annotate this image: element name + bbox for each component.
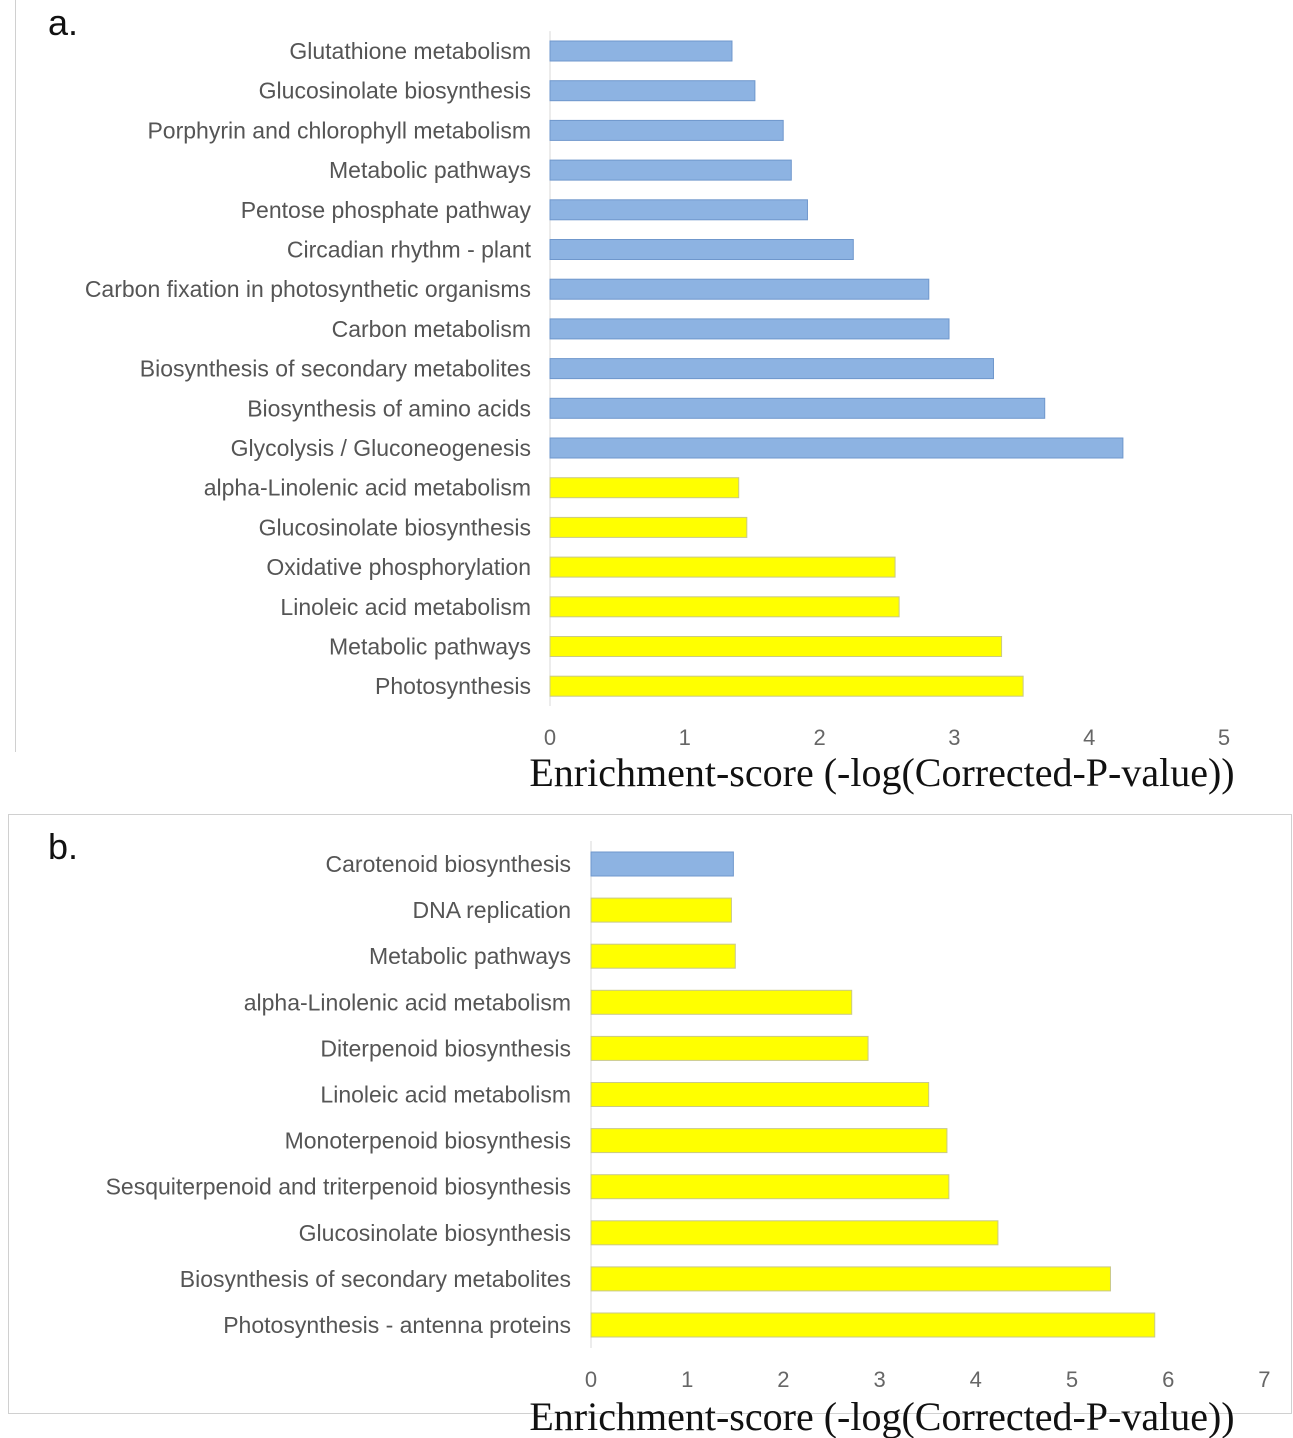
bar-b-5 (590, 1082, 930, 1107)
category-label-a-12: Glucosinolate biosynthesis (259, 514, 531, 540)
category-label-a-1: Glucosinolate biosynthesis (259, 78, 531, 104)
bar-b-3 (590, 989, 853, 1015)
bar-b-10 (590, 1312, 1156, 1338)
category-label-b-0: Carotenoid biosynthesis (326, 851, 571, 877)
x-tick-label-b-7: 7 (1258, 1367, 1270, 1392)
category-label-b-10: Photosynthesis - antenna proteins (223, 1312, 571, 1338)
bar-b-4 (590, 1035, 869, 1061)
category-label-b-2: Metabolic pathways (369, 943, 571, 969)
x-tick-label-a-2: 2 (813, 725, 825, 750)
x-tick-label-a-1: 1 (679, 725, 691, 750)
panel-label-a: a. (48, 2, 79, 43)
category-label-a-3: Metabolic pathways (329, 157, 531, 183)
panel-label-b: b. (48, 826, 79, 867)
x-tick-label-a-4: 4 (1083, 725, 1095, 750)
x-tick-label-b-1: 1 (681, 1367, 693, 1392)
category-label-a-9: Biosynthesis of amino acids (247, 395, 531, 421)
category-label-a-0: Glutathione metabolism (289, 38, 531, 64)
bar-a-13 (549, 556, 896, 578)
bar-a-4 (549, 199, 808, 221)
bar-a-7 (549, 318, 950, 340)
x-axis-label-a: Enrichment-score (-log(Corrected-P-value… (529, 750, 1234, 795)
bar-a-6 (549, 278, 930, 300)
bar-a-10 (549, 437, 1124, 459)
category-label-a-8: Biosynthesis of secondary metabolites (140, 356, 531, 382)
bar-b-8 (590, 1220, 999, 1246)
category-label-b-9: Biosynthesis of secondary metabolites (180, 1266, 571, 1292)
bar-b-1 (590, 897, 732, 923)
x-tick-label-b-5: 5 (1066, 1367, 1078, 1392)
x-tick-label-b-3: 3 (873, 1367, 885, 1392)
bar-b-6 (590, 1128, 948, 1154)
category-label-a-10: Glycolysis / Gluconeogenesis (231, 435, 531, 461)
bar-b-7 (590, 1174, 950, 1200)
category-label-a-4: Pentose phosphate pathway (241, 197, 532, 223)
bar-a-8 (549, 358, 994, 380)
x-tick-label-a-0: 0 (544, 725, 556, 750)
bar-b-2 (590, 943, 736, 969)
category-label-b-8: Glucosinolate biosynthesis (299, 1220, 571, 1246)
category-label-a-15: Metabolic pathways (329, 634, 531, 660)
x-tick-label-a-3: 3 (948, 725, 960, 750)
category-label-a-13: Oxidative phosphorylation (266, 554, 531, 580)
category-label-a-11: alpha-Linolenic acid metabolism (204, 475, 531, 501)
bar-a-0 (549, 40, 733, 62)
category-label-a-6: Carbon fixation in photosynthetic organi… (85, 276, 531, 302)
bar-a-9 (549, 397, 1046, 419)
x-tick-label-b-4: 4 (970, 1367, 982, 1392)
category-label-b-3: alpha-Linolenic acid metabolism (244, 989, 571, 1015)
category-label-a-5: Circadian rhythm - plant (287, 237, 532, 263)
x-tick-label-b-2: 2 (777, 1367, 789, 1392)
bar-a-2 (549, 119, 784, 141)
category-label-a-7: Carbon metabolism (332, 316, 531, 342)
bar-a-15 (549, 636, 1003, 657)
bar-b-9 (590, 1266, 1111, 1292)
bar-a-11 (549, 477, 740, 499)
x-tick-label-a-5: 5 (1218, 725, 1230, 750)
x-tick-label-b-0: 0 (585, 1367, 597, 1392)
bar-a-1 (549, 80, 756, 102)
category-label-b-7: Sesquiterpenoid and triterpenoid biosynt… (106, 1174, 571, 1200)
category-label-b-6: Monoterpenoid biosynthesis (285, 1128, 571, 1154)
category-label-a-2: Porphyrin and chlorophyll metabolism (147, 117, 531, 143)
x-tick-label-b-6: 6 (1162, 1367, 1174, 1392)
category-label-a-14: Linoleic acid metabolism (280, 594, 531, 620)
category-label-b-5: Linoleic acid metabolism (320, 1082, 571, 1108)
category-label-b-4: Diterpenoid biosynthesis (320, 1035, 571, 1061)
bar-a-3 (549, 159, 792, 181)
bar-a-5 (549, 239, 854, 260)
category-label-b-1: DNA replication (412, 897, 571, 923)
bar-a-12 (549, 516, 748, 538)
bar-a-14 (549, 596, 900, 618)
x-axis-label-b: Enrichment-score (-log(Corrected-P-value… (529, 1394, 1234, 1438)
category-label-a-16: Photosynthesis (375, 673, 531, 699)
bar-b-0 (590, 851, 734, 877)
bar-a-16 (549, 675, 1024, 697)
